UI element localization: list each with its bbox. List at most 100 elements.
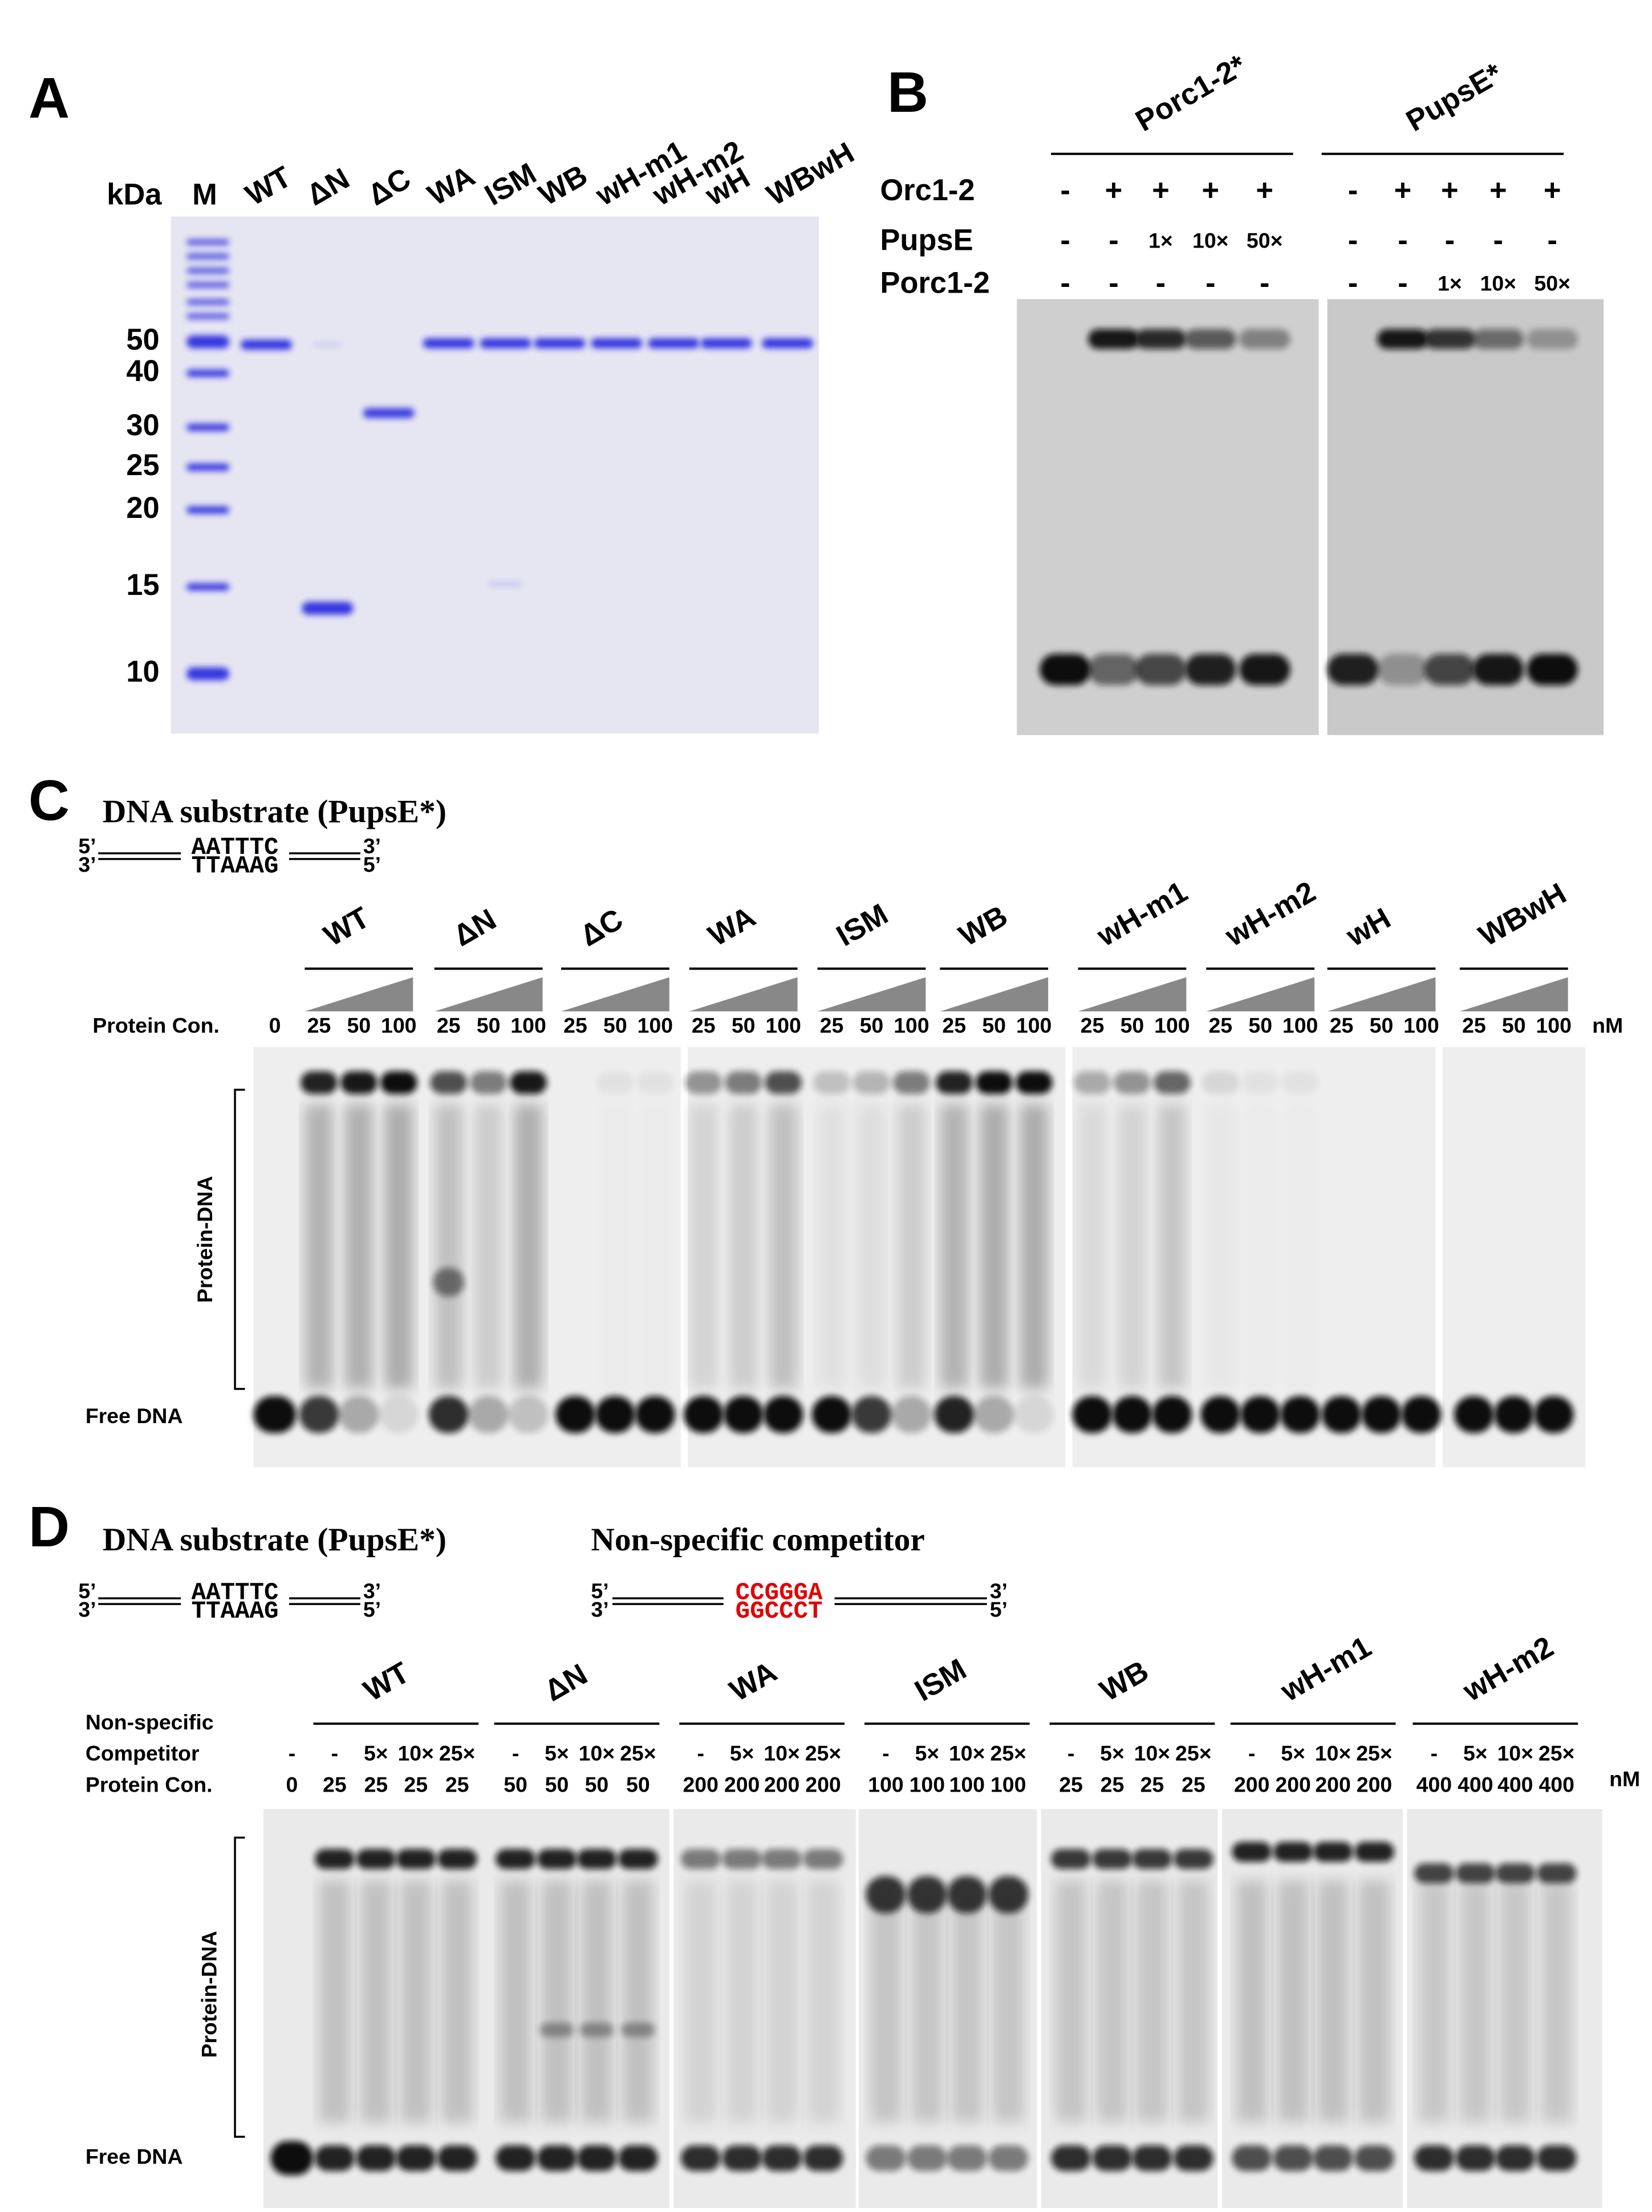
smear: [1118, 1104, 1147, 1389]
concentration: 100: [1282, 1014, 1318, 1038]
band: [1113, 1071, 1151, 1095]
band: [853, 1071, 890, 1095]
cell: 10×: [1497, 1741, 1533, 1765]
band: [537, 1849, 577, 1869]
concentration: 50: [1370, 1014, 1394, 1038]
cell: 0: [286, 1773, 298, 1797]
band: [851, 1396, 892, 1433]
smear: [1236, 1880, 1268, 2123]
band: [1239, 654, 1290, 686]
band: [428, 1396, 469, 1433]
smear: [441, 1880, 473, 2123]
band: [253, 1396, 297, 1433]
band: [722, 1849, 762, 1869]
strand-end: 5’: [363, 1597, 381, 1621]
band: [1202, 1071, 1239, 1095]
cell: 25×: [1539, 1741, 1575, 1765]
band: [935, 1071, 973, 1095]
row-label: Protein Con.: [86, 1773, 213, 1797]
band: [577, 1849, 617, 1869]
complex-label: Protein-DNA: [197, 1931, 221, 2058]
band: [762, 2145, 802, 2172]
band: [1232, 2145, 1272, 2172]
cell: 1×: [1148, 228, 1173, 252]
cell: 5×: [915, 1741, 939, 1765]
band: [1354, 1842, 1394, 1862]
concentration: 25: [563, 1014, 587, 1038]
smear: [1178, 1880, 1209, 2123]
marker-label: 15: [126, 569, 159, 602]
band: [579, 2023, 614, 2037]
gradient-wedge: [1327, 977, 1436, 1012]
band: [1472, 329, 1524, 349]
band: [1455, 1863, 1496, 1883]
smear: [951, 1880, 983, 2123]
band: [934, 1396, 975, 1433]
cell: 50: [585, 1773, 609, 1797]
band: [648, 338, 700, 349]
marker-label: 20: [126, 492, 159, 525]
cell: 10×: [397, 1741, 434, 1765]
smear: [1097, 1880, 1128, 2123]
band: [496, 1849, 536, 1869]
cell: -: [1445, 224, 1455, 257]
band: [379, 1396, 419, 1433]
band: [186, 506, 230, 514]
strand-end: 3’: [363, 834, 381, 858]
strand-end: 3’: [363, 1579, 381, 1603]
band: [1377, 329, 1428, 349]
band: [1454, 1396, 1494, 1433]
band: [555, 1396, 595, 1433]
cell: 50×: [1247, 228, 1283, 252]
group-label: WA: [703, 900, 761, 953]
sequence: TTAAAG: [192, 853, 279, 880]
concentration: 100: [381, 1014, 417, 1038]
band: [186, 423, 230, 431]
cell: +: [1544, 174, 1561, 207]
smear: [1418, 1880, 1450, 2123]
smear: [1055, 1880, 1087, 2123]
band: [722, 2145, 762, 2172]
band: [302, 602, 354, 615]
concentration: 100: [1403, 1014, 1439, 1038]
concentration: 50: [477, 1014, 501, 1038]
band: [988, 1876, 1029, 1914]
probe-label: Porc1-2*: [1130, 48, 1252, 138]
concentration: 25: [1462, 1014, 1486, 1038]
cell: 400: [1497, 1773, 1533, 1797]
marker-label: 30: [126, 409, 159, 442]
band: [1200, 1396, 1241, 1433]
bracket: [234, 1088, 245, 1390]
band: [186, 253, 230, 260]
concentration: 25: [692, 1014, 716, 1038]
band: [186, 313, 230, 319]
band: [618, 2145, 658, 2172]
band: [813, 1071, 850, 1095]
free-label: Free DNA: [86, 2144, 183, 2168]
band: [1173, 2145, 1213, 2172]
band: [534, 338, 586, 349]
marker-label: 50: [126, 323, 159, 356]
cell: 400: [1458, 1773, 1493, 1797]
concentration: 50: [1121, 1014, 1144, 1038]
cell: 25×: [620, 1741, 656, 1765]
cell: +: [1105, 174, 1123, 207]
panel-label: D: [29, 1496, 70, 1559]
free-label: Free DNA: [86, 1404, 183, 1428]
band: [591, 338, 643, 349]
sequence: TTAAAG: [192, 1598, 279, 1625]
band: [1280, 1396, 1321, 1433]
competitor-title: Non-specific competitor: [591, 1522, 924, 1558]
band: [988, 2145, 1029, 2172]
band: [947, 2145, 987, 2172]
band: [866, 2145, 906, 2172]
row-label: PupsE: [880, 224, 973, 257]
band: [314, 1849, 355, 1869]
smear: [622, 1880, 654, 2123]
concentration: 50: [1248, 1014, 1272, 1038]
cell: 25×: [990, 1741, 1026, 1765]
band: [577, 2145, 617, 2172]
smear: [769, 1104, 798, 1389]
smear: [474, 1104, 503, 1389]
